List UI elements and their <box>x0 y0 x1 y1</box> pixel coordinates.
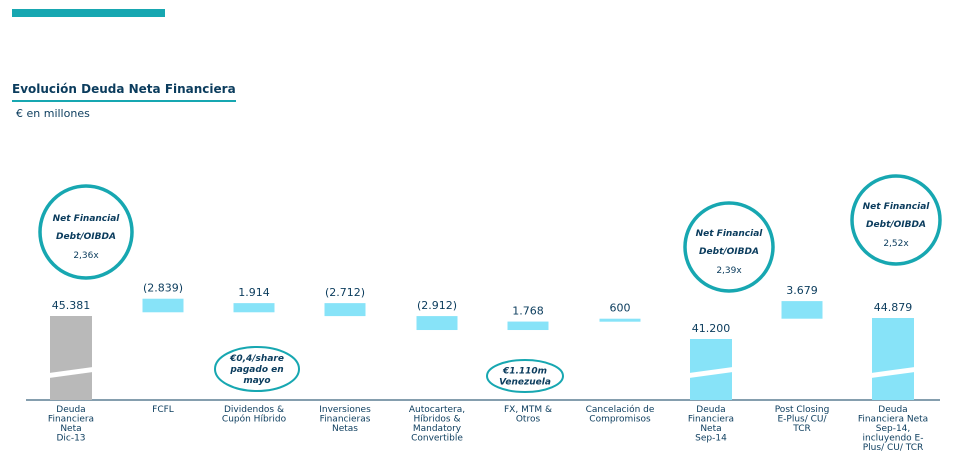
annotation-text: €0,4/share <box>229 354 284 364</box>
category-label-3: Dividendos & <box>224 405 284 415</box>
category-label-8: Deuda <box>696 405 725 415</box>
category-label-10: Deuda <box>878 405 907 415</box>
ratio-callout-label: Debt/OIBDA <box>699 247 759 257</box>
ratio-callout-label: Net Financial <box>53 214 121 224</box>
ratio-callout-label: Debt/OIBDA <box>56 232 116 242</box>
category-label-8: Neta <box>700 424 721 434</box>
value-label-8: 41.200 <box>692 322 731 335</box>
category-label-10: Financiera Neta <box>858 415 928 425</box>
category-label-10: Plus/ CU/ TCR <box>863 443 924 453</box>
value-label-9: 3.679 <box>786 284 818 297</box>
category-label-8: Sep-14 <box>695 434 727 444</box>
category-label-4: Inversiones <box>319 405 371 415</box>
category-label-1: Dic-13 <box>56 434 85 444</box>
category-label-9: E-Plus/ CU/ <box>777 415 827 425</box>
annotation-oval <box>214 346 300 392</box>
category-label-9: TCR <box>792 424 811 434</box>
category-label-5: Mandatory <box>413 424 462 434</box>
ratio-callout-value: 2,52x <box>883 239 909 249</box>
annotation-oval <box>486 359 564 393</box>
category-label-5: Autocartera, <box>409 405 465 415</box>
ratio-callout-label: Debt/OIBDA <box>866 220 926 230</box>
category-label-5: Convertible <box>411 434 463 444</box>
category-label-5: Híbridos & <box>414 415 461 425</box>
ratio-callout-circle <box>38 184 134 280</box>
ratio-callout-label: Net Financial <box>863 202 931 212</box>
annotation-text: €1.110m <box>502 367 547 377</box>
category-label-7: Cancelación de <box>586 404 655 415</box>
category-label-7: Compromisos <box>589 415 651 425</box>
category-label-2: FCFL <box>152 405 174 415</box>
category-label-1: Financiera <box>48 415 94 425</box>
category-label-4: Netas <box>332 424 358 434</box>
bar-3 <box>233 303 275 313</box>
category-label-8: Financiera <box>688 415 734 425</box>
annotation-text: Venezuela <box>499 378 551 388</box>
axis-break-mark <box>689 367 733 378</box>
value-label-5: (2.912) <box>417 299 457 312</box>
bar-7 <box>599 318 641 322</box>
axis-break-mark <box>49 367 93 378</box>
value-label-2: (2.839) <box>143 282 183 295</box>
ratio-callout-label: Net Financial <box>696 229 764 239</box>
value-label-1: 45.381 <box>52 299 91 312</box>
chart-unit-label: € en millones <box>16 107 90 120</box>
ratio-callout-value: 2,36x <box>73 251 99 261</box>
ratio-callout-circle <box>683 201 775 293</box>
category-label-10: incluyendo E- <box>863 434 924 444</box>
value-label-7: 600 <box>610 302 631 315</box>
category-label-6: Otros <box>516 415 541 425</box>
bar-10 <box>872 318 914 400</box>
bar-5 <box>416 316 458 331</box>
bar-9 <box>781 301 823 319</box>
category-label-1: Deuda <box>56 405 85 415</box>
ratio-callout-value: 2,39x <box>716 266 742 276</box>
chart-title: Evolución Deuda Neta Financiera <box>12 82 236 102</box>
category-label-4: Financieras <box>320 415 371 425</box>
bar-2 <box>142 298 184 313</box>
top-accent-bar <box>12 9 165 17</box>
bar-4 <box>324 303 366 317</box>
ratio-callout-circle <box>850 174 942 266</box>
category-label-6: FX, MTM & <box>504 405 552 415</box>
annotation-text: pagado en <box>229 365 283 375</box>
value-label-4: (2.712) <box>325 286 365 299</box>
category-label-1: Neta <box>60 424 81 434</box>
value-label-10: 44.879 <box>874 301 913 314</box>
axis-break-mark <box>871 367 915 378</box>
bar-6 <box>507 321 549 331</box>
value-label-3: 1.914 <box>238 286 270 299</box>
category-label-9: Post Closing <box>775 405 830 415</box>
category-label-3: Cupón Híbrido <box>222 414 287 425</box>
value-label-6: 1.768 <box>512 305 544 318</box>
bar-1 <box>50 316 92 400</box>
annotation-text: mayo <box>243 376 270 386</box>
category-label-10: Sep-14, <box>876 424 911 434</box>
